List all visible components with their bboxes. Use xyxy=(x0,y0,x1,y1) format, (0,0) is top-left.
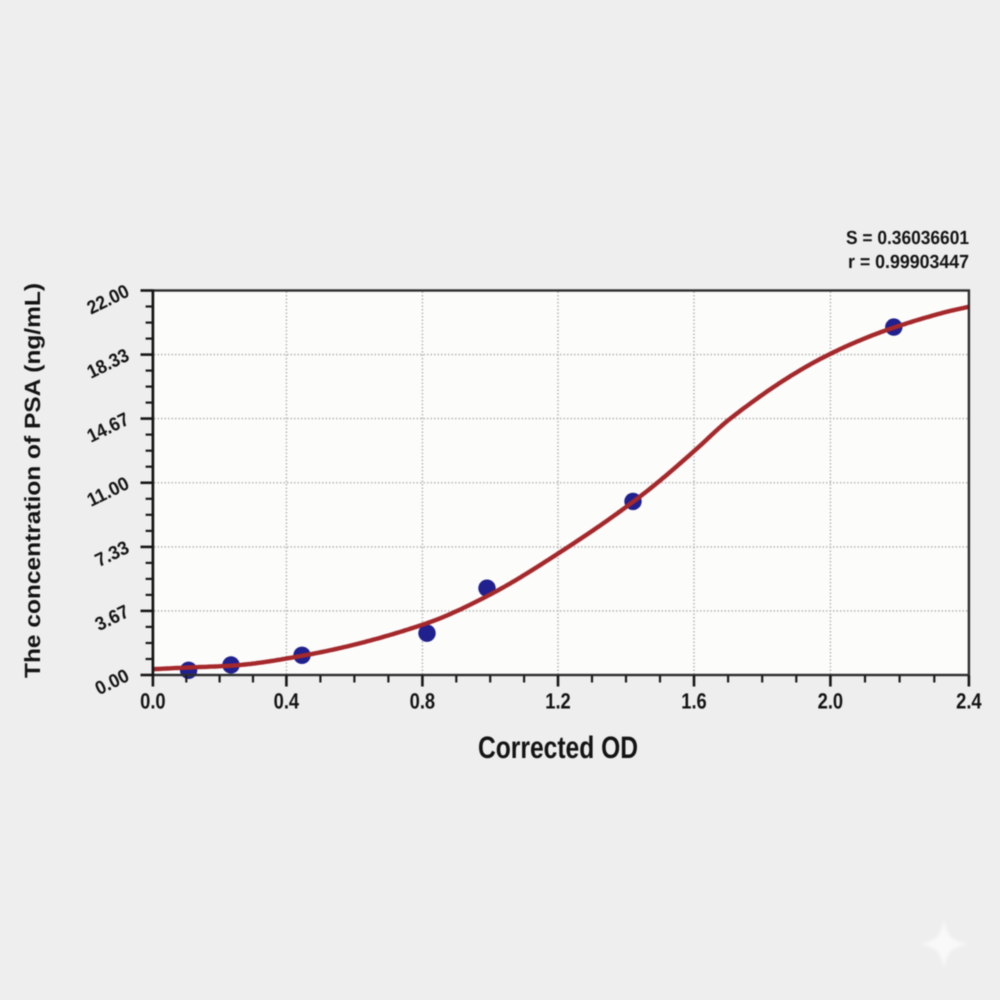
svg-text:The concentration of PSA (ng/m: The concentration of PSA (ng/mL) xyxy=(20,283,45,678)
svg-text:2.4: 2.4 xyxy=(956,689,982,714)
svg-text:1.2: 1.2 xyxy=(545,689,571,714)
svg-text:Corrected OD: Corrected OD xyxy=(478,730,638,765)
svg-text:0.0: 0.0 xyxy=(140,689,166,714)
svg-text:r = 0.99903447: r = 0.99903447 xyxy=(848,252,969,273)
svg-text:S = 0.36036601: S = 0.36036601 xyxy=(846,228,969,249)
svg-text:0.8: 0.8 xyxy=(410,689,436,714)
svg-text:2.0: 2.0 xyxy=(818,689,844,714)
svg-text:1.6: 1.6 xyxy=(681,689,707,714)
svg-text:0.4: 0.4 xyxy=(274,689,300,714)
